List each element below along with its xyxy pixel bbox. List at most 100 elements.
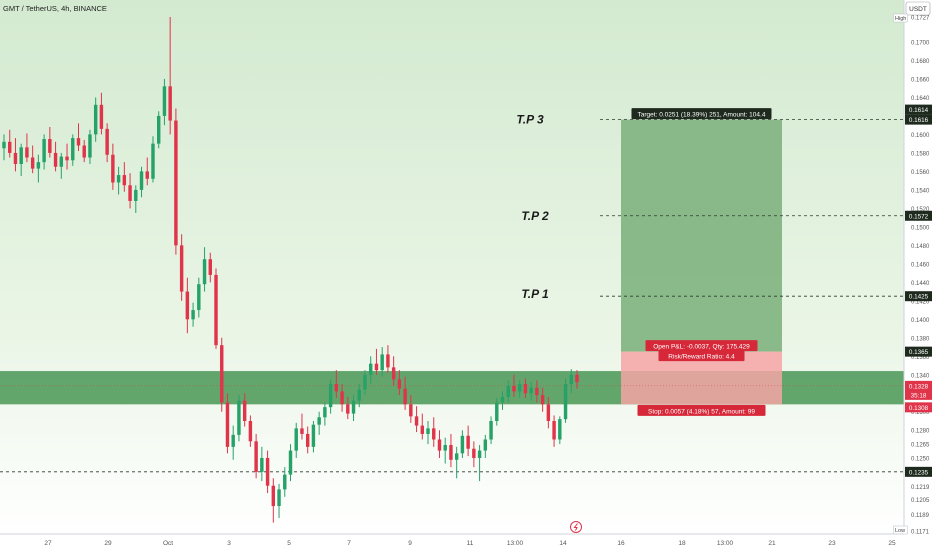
candle (162, 78, 167, 126)
candle-body (529, 387, 533, 394)
candle (254, 433, 258, 479)
currency-label: USDT (909, 6, 927, 13)
open-pnl-label-box (645, 340, 758, 352)
target-label-box (631, 108, 772, 120)
candle (237, 395, 241, 442)
candle-body (311, 424, 316, 447)
time-axis[interactable] (0, 534, 904, 550)
candle (380, 347, 384, 377)
candle (449, 433, 453, 468)
candle-body (363, 374, 367, 390)
candle-body (512, 385, 516, 392)
candle-body (563, 384, 568, 420)
candle-body (420, 425, 425, 434)
candle-body (122, 175, 127, 186)
x-tick-label: 27 (44, 540, 52, 547)
candle-body (231, 434, 235, 447)
x-tick-label: 14 (559, 540, 567, 547)
candle-body (42, 139, 46, 163)
candle (489, 416, 493, 445)
candle (8, 129, 12, 158)
candle (134, 185, 138, 213)
candle-body (116, 175, 121, 183)
y-tick-label: 0.1580 (911, 151, 930, 157)
candle (311, 420, 316, 453)
y-tick-label: 0.1440 (911, 281, 930, 287)
high_label-marker-box (893, 13, 908, 23)
candle-body (151, 143, 155, 179)
candle-body (489, 420, 493, 440)
candle (517, 380, 522, 398)
candle (454, 446, 459, 479)
candle (374, 348, 379, 375)
y-tick-label: 0.1500 (911, 225, 930, 231)
y-tick-label: 0.1540 (911, 188, 930, 194)
candle-body (317, 417, 321, 425)
alert-icon-glyph (573, 523, 578, 531)
candle-body (242, 400, 247, 421)
price-tag-text-tp2: 0.1572 (909, 213, 929, 220)
target-label: Target: 0.0251 (18.39%) 251, Amount: 104… (631, 108, 772, 120)
candle (76, 123, 81, 152)
price-tag-text-countdown: 35:18 (911, 392, 927, 399)
candle (357, 384, 361, 408)
candle (346, 396, 350, 420)
price-axis[interactable] (904, 0, 932, 550)
price-tag-text-current: 0.1328 (909, 383, 929, 390)
candle-body (569, 374, 573, 385)
currency-badge[interactable] (905, 1, 931, 16)
risk-reward-label-box (658, 350, 745, 362)
candle (323, 402, 327, 426)
candle-body (283, 474, 287, 490)
x-tick-label: 23 (828, 540, 836, 547)
candle-body (197, 284, 201, 311)
candle (151, 136, 155, 183)
symbol-info: GMT / TetherUS, 4h, BINANCE (3, 4, 107, 13)
alert-icon[interactable] (570, 521, 582, 533)
y-tick-label: 0.1205 (911, 498, 930, 504)
open-pnl-label-text: Open P&L: -0.0037, Qty: 175.429 (653, 344, 750, 351)
candle (225, 393, 230, 454)
candle-body (111, 154, 115, 183)
candle (116, 166, 121, 195)
candle-body (552, 420, 556, 440)
candle (139, 166, 144, 198)
candle (191, 302, 195, 327)
candle (185, 277, 190, 334)
candle-body (334, 384, 339, 392)
candle-body (174, 120, 178, 246)
candle-body (426, 428, 430, 434)
candle (466, 425, 470, 457)
candle-body (237, 400, 241, 435)
candle-body (288, 450, 293, 475)
y-tick-label: 0.1460 (911, 262, 930, 268)
candle-body (168, 86, 172, 121)
x-tick-label: 5 (287, 540, 291, 547)
stop-label-box (637, 404, 766, 416)
candle-body (351, 400, 356, 414)
candle (208, 252, 212, 283)
candle (443, 437, 447, 464)
candle-body (185, 291, 190, 320)
target-area[interactable] (621, 119, 782, 352)
candle-body (82, 145, 86, 158)
candle (363, 370, 367, 396)
candle (305, 426, 310, 454)
candle-body (220, 345, 224, 403)
candle-body (25, 147, 29, 158)
candle (65, 143, 69, 170)
candle-body (36, 162, 41, 169)
candle (546, 396, 551, 429)
candle (111, 143, 115, 190)
candle (558, 416, 562, 445)
candle (300, 413, 304, 440)
candle (93, 97, 98, 142)
low_label-marker: Low (895, 528, 905, 534)
x-tick-label: 11 (467, 540, 474, 547)
candle (19, 143, 23, 177)
candle (409, 395, 413, 423)
candle (53, 141, 58, 172)
candle-body (300, 428, 304, 434)
